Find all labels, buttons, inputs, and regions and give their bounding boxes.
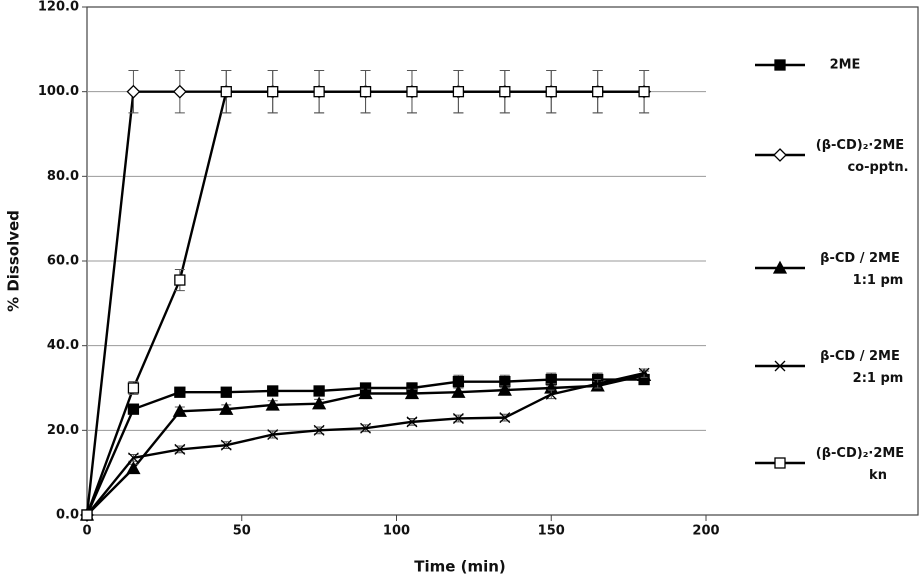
y-tick-label: 20.0 [47,423,79,438]
marker [452,86,465,98]
marker [497,382,512,396]
marker [358,386,373,400]
marker [406,416,418,428]
y-axis-title: % Dissolved [5,210,23,312]
marker [81,509,93,521]
y-tick-label: 40.0 [47,338,79,353]
marker [265,397,280,411]
marker [451,384,466,398]
x-tick-label: 50 [233,524,251,539]
marker [126,461,141,475]
marker [773,148,787,162]
marker [774,457,786,469]
marker [127,403,140,415]
x-tick-label: 0 [82,524,91,539]
marker [313,424,325,436]
marker [499,412,511,424]
marker [545,388,557,400]
marker [267,429,279,441]
marker [174,274,186,286]
x-tick-label: 200 [692,524,719,539]
marker [406,86,418,98]
marker [127,452,139,464]
marker [267,86,279,98]
marker [219,401,234,415]
y-tick-label: 100.0 [38,84,79,99]
marker [174,386,186,398]
legend-label: (β-CD)₂·2ME co-pptn. [816,138,909,175]
x-axis-title: Time (min) [414,558,506,576]
marker [452,413,464,424]
marker [220,86,232,98]
marker [313,86,325,98]
marker [592,86,604,98]
y-tick-label: 120.0 [38,0,79,15]
y-tick-label: 60.0 [47,254,79,269]
marker [220,439,232,451]
marker [313,385,325,397]
marker [545,86,557,98]
marker [774,59,786,71]
marker [220,386,232,398]
marker [267,385,279,397]
marker [172,84,187,99]
x-tick-label: 150 [538,524,565,539]
x-tick-label: 100 [383,524,410,539]
marker [774,360,786,372]
marker [592,378,604,390]
legend-label: β-CD / 2ME 2:1 pm [820,349,903,386]
marker [126,84,141,99]
marker [312,396,327,410]
marker [174,443,186,455]
marker [172,403,187,417]
legend-label: β-CD / 2ME 1:1 pm [820,251,903,288]
legend-label: (β-CD)₂·2ME kn [816,446,904,483]
y-tick-label: 80.0 [47,169,79,184]
marker [638,367,650,379]
marker [772,260,788,274]
marker [359,86,372,98]
series-line [85,378,645,516]
marker [404,386,420,400]
marker [360,422,372,434]
legend-label: 2ME [830,58,861,73]
marker [638,86,650,98]
y-tick-label: 0.0 [56,508,79,523]
marker [499,86,511,98]
marker [127,382,140,394]
